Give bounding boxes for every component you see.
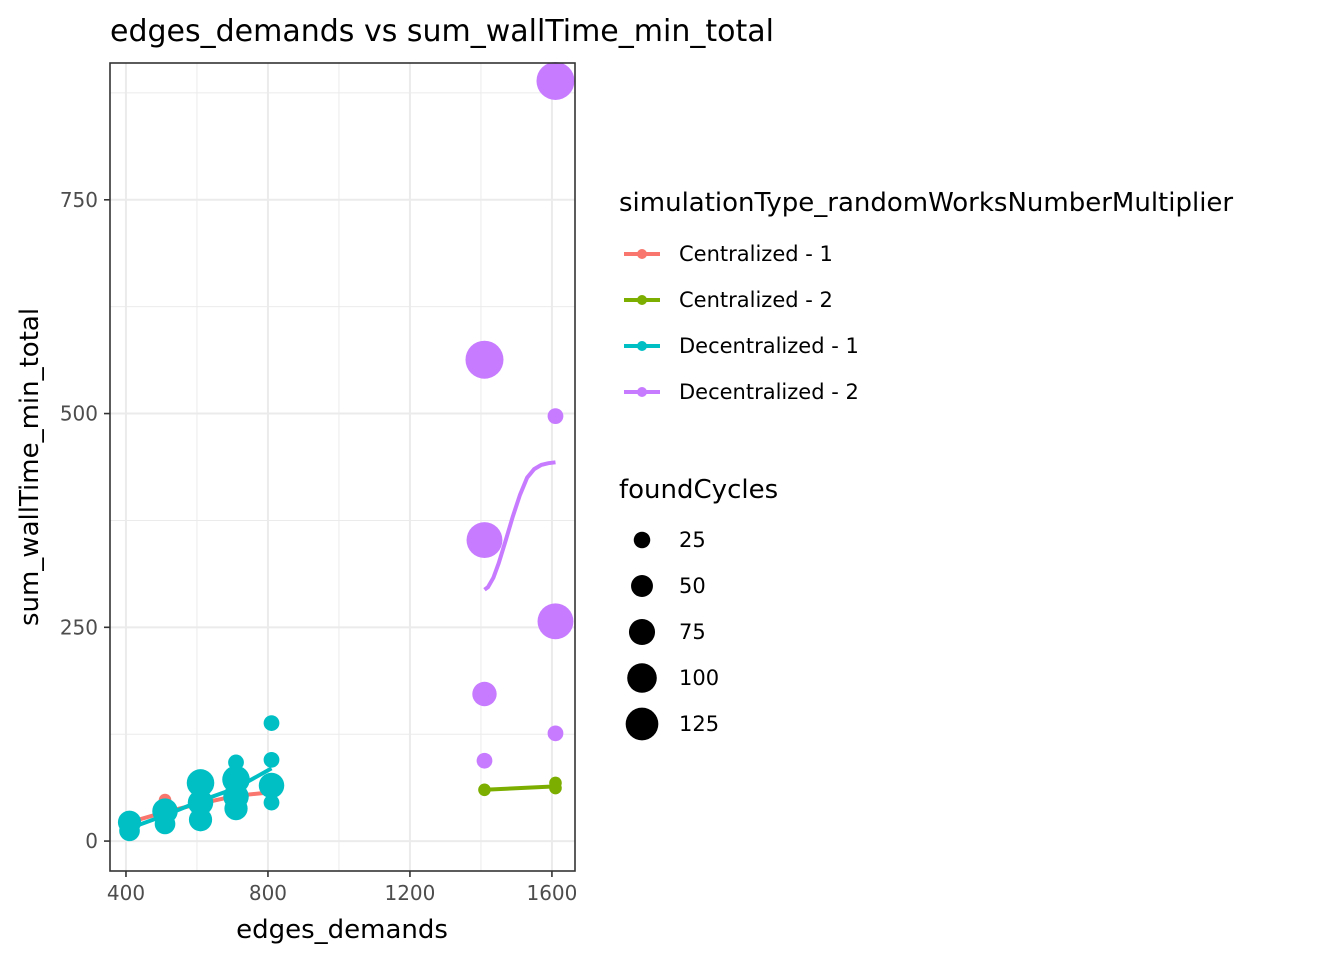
y-tick-label: 750 (60, 188, 98, 212)
data-point (466, 522, 503, 559)
color-legend-key (624, 341, 660, 351)
data-point (188, 808, 213, 832)
size-legend-key (633, 531, 651, 549)
data-point (263, 715, 280, 731)
y-axis-title: sum_wallTime_min_total (15, 308, 45, 626)
y-tick-label: 0 (85, 829, 98, 853)
data-point (472, 681, 497, 707)
data-point (187, 789, 214, 816)
size-legend-label: 25 (679, 528, 706, 552)
y-tick-label: 250 (60, 615, 98, 639)
x-axis-title: edges_demands (236, 915, 448, 945)
trend-line (483, 460, 556, 592)
panel-background (110, 63, 575, 871)
size-legend-label: 100 (679, 666, 719, 690)
size-legend-label: 50 (679, 574, 706, 598)
legend-key-point (637, 295, 647, 305)
data-point (537, 603, 574, 640)
legend-key-point (637, 387, 647, 397)
data-point (549, 781, 562, 795)
x-tick-label: 800 (249, 881, 287, 905)
data-point (476, 752, 493, 769)
size-legend-title: foundCycles (619, 475, 778, 505)
data-point (547, 408, 564, 425)
grid-major (110, 63, 575, 871)
data-point (119, 820, 140, 842)
color-legend-key (624, 387, 660, 397)
legend-key-point (637, 249, 647, 259)
data-point (186, 769, 215, 797)
chart-title: edges_demands vs sum_wallTime_min_total (110, 14, 774, 49)
legend-key-point (637, 341, 647, 351)
data-points (117, 61, 575, 842)
data-point (258, 772, 285, 799)
size-legend: foundCycles 25 50 75 100 125 (619, 475, 778, 741)
color-legend-label: Centralized - 1 (679, 242, 833, 266)
color-legend-label: Decentralized - 2 (679, 380, 859, 404)
plot-panel (109, 61, 576, 872)
data-point (465, 340, 504, 379)
size-legend-key (631, 575, 653, 597)
color-legend-label: Decentralized - 1 (679, 334, 859, 358)
x-tick-label: 1600 (526, 881, 577, 905)
size-legend-key (625, 707, 659, 741)
grid-minor (110, 63, 575, 871)
color-legend-label: Centralized - 2 (679, 288, 833, 312)
data-point (263, 794, 280, 811)
data-point (263, 751, 280, 768)
color-legend-key (624, 249, 660, 259)
data-point (224, 796, 248, 821)
data-point (547, 725, 564, 742)
y-axis: 0 250 500 750 (60, 188, 110, 853)
size-legend-key (627, 663, 657, 693)
x-tick-label: 400 (107, 881, 145, 905)
x-axis: 400 800 1200 1600 (107, 871, 577, 905)
x-tick-label: 1200 (384, 881, 435, 905)
panel-border (109, 62, 576, 872)
size-legend-label: 75 (679, 620, 706, 644)
data-point (536, 61, 575, 100)
trend-line (484, 784, 556, 792)
size-legend-label: 125 (679, 712, 719, 736)
size-legend-key (628, 618, 656, 646)
data-point (478, 783, 491, 797)
y-tick-label: 500 (60, 402, 98, 426)
color-legend-title: simulationType_randomWorksNumberMultipli… (619, 188, 1233, 218)
color-legend: simulationType_randomWorksNumberMultipli… (619, 188, 1233, 404)
color-legend-key (624, 295, 660, 305)
data-point (154, 813, 176, 835)
